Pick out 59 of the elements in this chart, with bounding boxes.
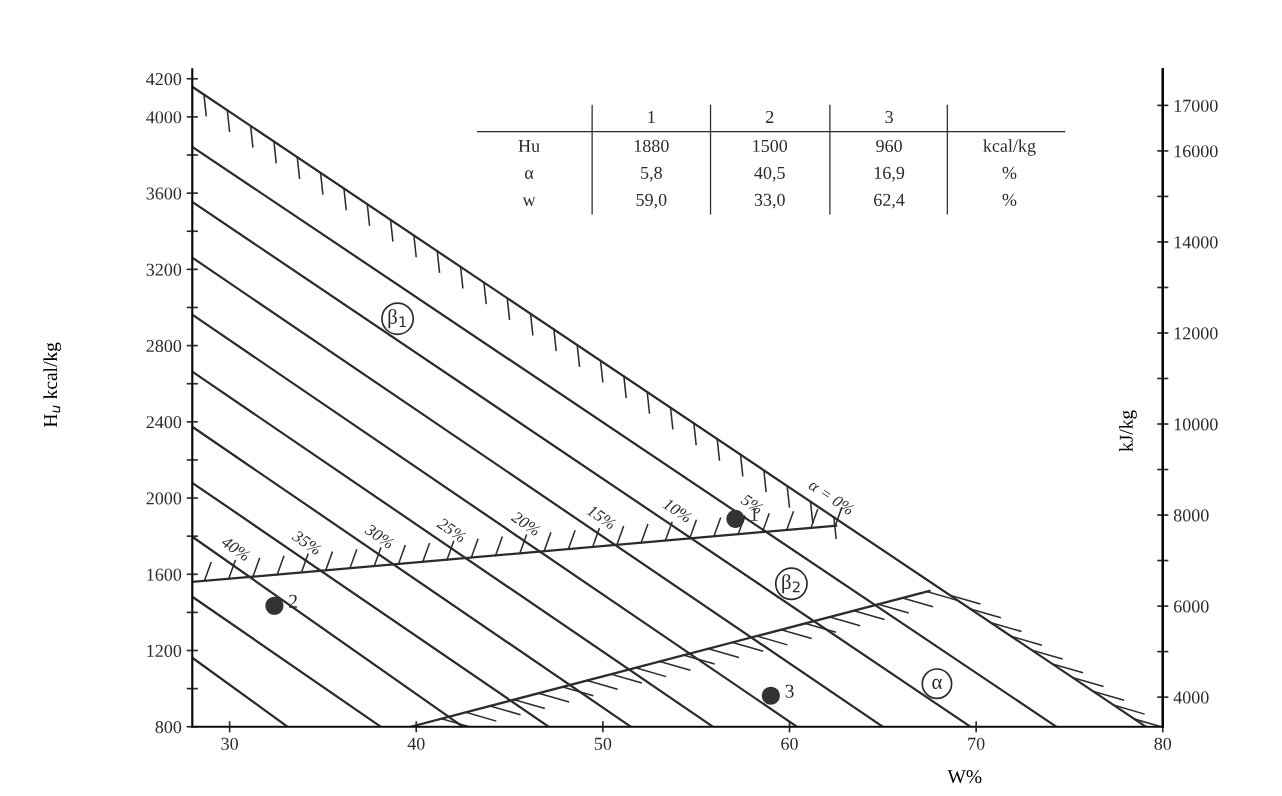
annotation: Hu <box>518 140 540 153</box>
annotation: 33,0 <box>754 193 785 209</box>
y-tick-label: 3600 <box>146 187 182 200</box>
annotation: 1500 <box>753 139 788 153</box>
x-tick-label: 80 <box>1154 737 1172 750</box>
y-tick-label: 2800 <box>146 339 182 353</box>
annotation: β$_{1}$ <box>388 309 406 329</box>
point <box>265 596 284 615</box>
text: 15% <box>586 504 617 530</box>
x-tick-label: 40 <box>407 737 425 750</box>
y-tick-label: 3200 <box>146 263 182 276</box>
annotation: 3 <box>785 684 794 698</box>
annotation: 2 <box>766 110 774 123</box>
x-tick-label: 30 <box>221 737 238 750</box>
annotation: % <box>1002 193 1017 206</box>
annotation: 3 <box>885 110 893 124</box>
y2-tick-label: 10000 <box>1174 418 1218 431</box>
text: 10% <box>662 497 693 524</box>
annotation: 5,8 <box>641 166 662 182</box>
annotation: kcal/kg <box>983 139 1036 156</box>
annotation: 1880 <box>634 139 669 153</box>
x-tick-label: 60 <box>781 737 798 750</box>
x-tick-label: 50 <box>594 737 612 750</box>
y-tick-label: 2400 <box>146 416 182 429</box>
y-tick-label: 800 <box>155 721 182 734</box>
point <box>761 686 780 705</box>
y-tick-label: 1200 <box>147 644 182 657</box>
text: 30% <box>364 523 395 550</box>
annotation: 960 <box>876 139 902 153</box>
y2-tick-label: 17000 <box>1174 99 1218 112</box>
text: 25% <box>436 517 467 544</box>
y2-tick-label: 8000 <box>1173 509 1209 522</box>
annotation: β$_{2}$ <box>782 574 800 594</box>
text: 35% <box>291 529 323 556</box>
annotation: 62,4 <box>874 193 905 209</box>
y-tick-label: 4200 <box>146 73 182 86</box>
x-axis-title: W% <box>947 770 982 784</box>
annotation: % <box>1002 166 1017 180</box>
x-tick-label: 70 <box>968 737 985 750</box>
y2-tick-label: 6000 <box>1173 600 1209 613</box>
text: 20% <box>510 510 542 537</box>
y2-tick-label: 12000 <box>1174 327 1218 340</box>
annotation: 40,5 <box>754 166 785 182</box>
y-tick-label: 4000 <box>146 111 182 124</box>
y2-tick-label: 16000 <box>1174 145 1218 158</box>
annotation: 1 <box>648 110 655 123</box>
annotation: α <box>525 170 534 179</box>
y2-tick-label: 14000 <box>1174 236 1218 249</box>
text: 40% <box>220 535 251 562</box>
legend-label: α = 0% <box>807 478 855 516</box>
annotation: w <box>522 197 536 206</box>
y2-axis-title: kJ/kg <box>1119 410 1137 452</box>
y-tick-label: 2000 <box>146 492 182 505</box>
y-tick-label: 1600 <box>147 568 182 581</box>
annotation: 16,9 <box>874 166 905 182</box>
annotation: α <box>932 678 942 689</box>
y2-tick-label: 4000 <box>1173 691 1209 704</box>
annotation: 59,0 <box>636 193 667 209</box>
y-axis-title: H$_{u}$ kcal/kg <box>43 342 62 428</box>
